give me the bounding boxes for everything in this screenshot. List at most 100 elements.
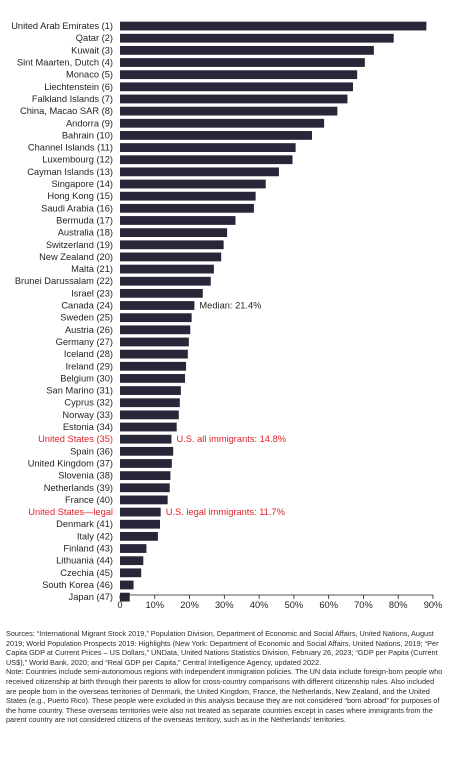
bar	[120, 374, 186, 383]
category-label: Sweden (25)	[60, 313, 113, 323]
annotation-label: Median: 21.4%	[199, 301, 261, 311]
category-label: Austria (26)	[65, 325, 113, 335]
source-notes: Sources: “International Migrant Stock 20…	[6, 629, 446, 725]
category-label: Singapore (14)	[51, 179, 113, 189]
bar	[120, 264, 214, 274]
category-label: Kuwait (3)	[71, 45, 113, 55]
bar	[120, 398, 180, 408]
bar	[120, 568, 142, 578]
bar	[120, 70, 358, 80]
bar	[120, 94, 348, 104]
category-label: United Kingdom (37)	[28, 458, 113, 468]
bar	[120, 386, 181, 395]
category-label: Australia (18)	[58, 228, 113, 238]
x-tick-label: 50%	[285, 600, 304, 610]
bar	[120, 446, 174, 456]
x-tick-label: 90%	[424, 600, 443, 610]
x-tick-label: 60%	[319, 600, 338, 610]
bar	[120, 471, 171, 481]
category-label: Channel Islands (11)	[28, 143, 113, 153]
category-label: Cyprus (32)	[64, 398, 113, 408]
category-label: Israel (23)	[71, 288, 113, 298]
bar	[120, 507, 161, 517]
category-label: Canada (24)	[61, 301, 113, 311]
category-label: Ireland (29)	[65, 361, 113, 371]
sources-text: Sources: “International Migrant Stock 20…	[6, 629, 439, 667]
x-axis-ticks: 0 10% 20% 30% 40% 50% 60% 70% 80% 90%	[117, 595, 442, 610]
category-label: United States (35)	[38, 434, 113, 444]
category-label: Liechtenstein (6)	[44, 82, 113, 92]
bar	[120, 434, 172, 444]
bar	[120, 203, 254, 213]
category-label: Belgium (30)	[60, 373, 113, 383]
category-label: Sint Maarten, Dutch (4)	[17, 58, 113, 68]
bar	[120, 422, 177, 432]
category-label: Hong Kong (15)	[47, 191, 113, 201]
bar	[120, 45, 374, 55]
bar	[120, 519, 160, 529]
bar	[120, 143, 296, 152]
x-tick-label: 10%	[145, 600, 164, 610]
category-label: Denmark (41)	[56, 519, 113, 529]
category-label: Italy (42)	[77, 531, 113, 541]
category-label: Japan (47)	[69, 592, 113, 602]
bar	[120, 592, 130, 602]
bar	[120, 252, 222, 262]
category-label: Netherlands (39)	[44, 483, 113, 493]
category-label: South Korea (46)	[42, 580, 113, 590]
category-label: China, Macao SAR (8)	[20, 106, 113, 116]
bar	[120, 483, 170, 493]
bar	[120, 155, 293, 165]
bar	[120, 21, 427, 31]
bar	[120, 33, 394, 43]
category-label: Bahrain (10)	[62, 130, 113, 140]
bar	[120, 167, 279, 177]
category-label: Norway (33)	[62, 410, 113, 420]
bar	[120, 216, 236, 225]
category-label: Finland (43)	[63, 544, 113, 554]
category-label: Bermuda (17)	[56, 215, 113, 225]
annotation-label: U.S. all immigrants: 14.8%	[176, 434, 286, 444]
bar	[120, 228, 228, 238]
bar	[120, 325, 191, 335]
annotations: Median: 21.4% U.S. all immigrants: 14.8% U…	[166, 301, 286, 518]
annotation-label: U.S. legal immigrants: 11.7%	[166, 507, 285, 517]
category-label: Estonia (34)	[63, 422, 113, 432]
x-tick-label: 80%	[389, 600, 408, 610]
bars	[120, 21, 427, 602]
bar	[120, 337, 189, 347]
category-label: Andorra (9)	[66, 118, 113, 128]
category-label: United States—legal	[28, 507, 113, 517]
note-text: Note: Countries include semi-autonomous …	[6, 667, 443, 725]
bar-chart: United Arab Emirates (1) Qatar (2) Kuwait …	[11, 21, 442, 610]
category-label: Germany (27)	[56, 337, 113, 347]
bar	[120, 313, 192, 323]
bar	[120, 580, 134, 590]
category-label: Czechia (45)	[60, 568, 113, 578]
category-label: Malta (21)	[71, 264, 113, 274]
bar	[120, 118, 325, 128]
x-tick-label: 70%	[354, 600, 373, 610]
bar	[120, 459, 172, 468]
bar	[120, 106, 338, 116]
bar	[120, 179, 266, 189]
bar	[120, 276, 211, 286]
category-label: Saudi Arabia (16)	[41, 203, 113, 213]
bar	[120, 495, 168, 505]
category-label: Spain (36)	[70, 446, 113, 456]
category-label: France (40)	[65, 495, 113, 505]
category-label: Iceland (28)	[64, 349, 113, 359]
bar	[120, 82, 354, 92]
bar	[120, 288, 203, 298]
x-tick-label: 0	[117, 600, 122, 610]
category-labels: United Arab Emirates (1) Qatar (2) Kuwait …	[11, 21, 113, 602]
category-label: Brunei Darussalam (22)	[15, 276, 113, 286]
category-label: Cayman Islands (13)	[27, 167, 113, 177]
bar	[120, 58, 365, 67]
bar	[120, 131, 312, 140]
x-tick-label: 30%	[215, 600, 234, 610]
category-label: San Marino (31)	[46, 386, 113, 396]
category-label: Switzerland (19)	[46, 240, 113, 250]
category-label: Lithuania (44)	[56, 556, 113, 566]
category-label: New Zealand (20)	[39, 252, 113, 262]
